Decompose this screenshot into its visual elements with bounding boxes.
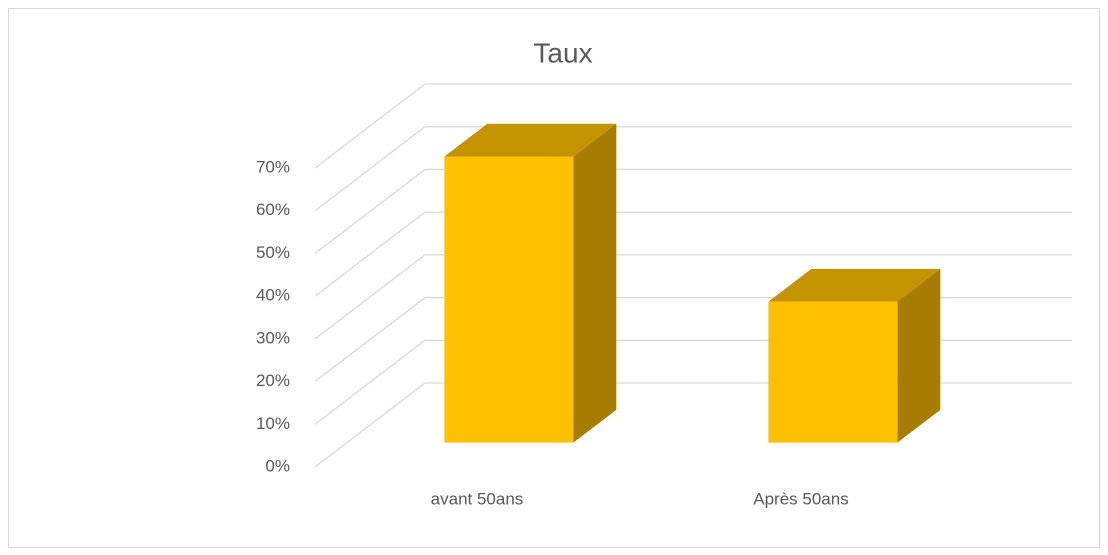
y-tick-label: 30% — [256, 328, 290, 347]
bar-front — [444, 156, 574, 443]
y-tick-label: 40% — [256, 286, 290, 305]
x-tick-label: Après 50ans — [753, 489, 848, 508]
bar — [768, 268, 941, 443]
bar — [444, 123, 617, 443]
grid-line — [314, 168, 426, 254]
grid-line — [314, 211, 426, 297]
bar-side — [573, 123, 617, 443]
grid-line — [314, 339, 426, 425]
grid-line — [314, 297, 426, 383]
grid-line — [314, 254, 426, 340]
bar-top — [444, 123, 617, 157]
y-tick-label: 20% — [256, 371, 290, 390]
bar-top — [768, 268, 941, 302]
y-tick-label: 10% — [256, 414, 290, 433]
y-tick-label: 0% — [265, 456, 290, 475]
chart-title: Taux — [533, 37, 592, 68]
grid-line — [314, 382, 426, 468]
y-tick-label: 50% — [256, 243, 290, 262]
grid-line — [314, 126, 426, 212]
y-tick-label: 70% — [256, 157, 290, 176]
bar-side — [897, 268, 941, 443]
bar-front — [768, 301, 898, 443]
grid-line — [314, 83, 426, 169]
y-tick-label: 60% — [256, 200, 290, 219]
x-tick-label: avant 50ans — [431, 489, 524, 508]
